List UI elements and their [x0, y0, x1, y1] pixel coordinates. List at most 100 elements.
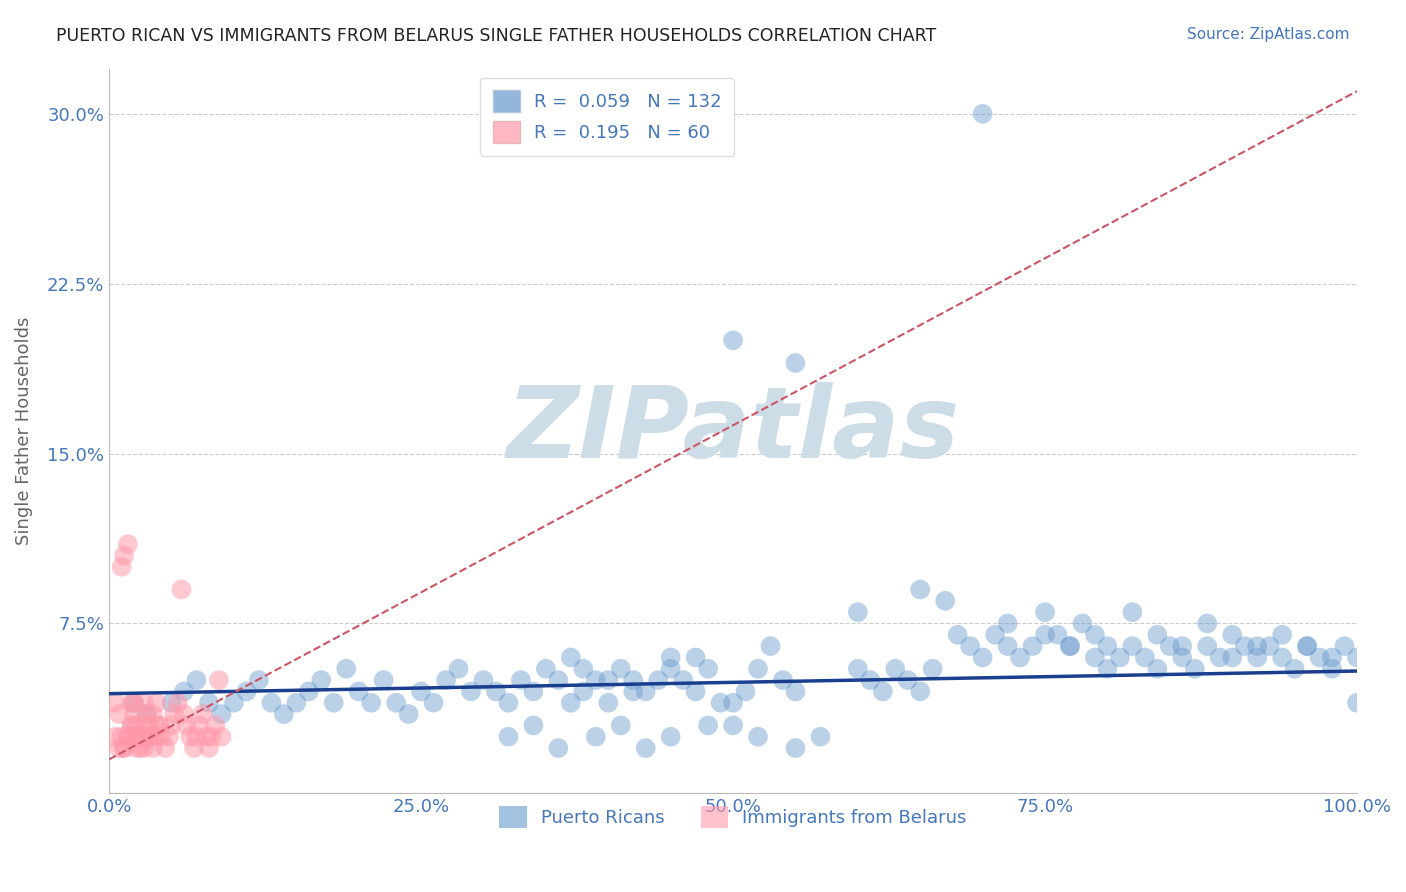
- Point: [1171, 639, 1194, 653]
- Point: [747, 730, 769, 744]
- Point: [659, 662, 682, 676]
- Point: [112, 741, 135, 756]
- Point: [145, 696, 167, 710]
- Point: [198, 741, 221, 756]
- Point: [1220, 650, 1243, 665]
- Point: [1033, 605, 1056, 619]
- Point: [621, 684, 644, 698]
- Point: [422, 696, 444, 710]
- Point: [110, 730, 132, 744]
- Point: [1146, 662, 1168, 676]
- Point: [1197, 639, 1219, 653]
- Point: [155, 741, 177, 756]
- Point: [132, 730, 155, 744]
- Point: [1171, 650, 1194, 665]
- Point: [598, 673, 620, 687]
- Point: [697, 718, 720, 732]
- Point: [247, 673, 270, 687]
- Point: [572, 684, 595, 698]
- Point: [191, 707, 214, 722]
- Point: [298, 684, 321, 698]
- Point: [1121, 639, 1143, 653]
- Point: [721, 334, 744, 348]
- Point: [108, 741, 131, 756]
- Point: [260, 696, 283, 710]
- Point: [347, 684, 370, 698]
- Point: [235, 684, 257, 698]
- Point: [997, 616, 1019, 631]
- Point: [1059, 639, 1081, 653]
- Point: [1320, 662, 1343, 676]
- Point: [166, 696, 188, 710]
- Point: [142, 707, 165, 722]
- Point: [1033, 628, 1056, 642]
- Point: [610, 662, 633, 676]
- Point: [485, 684, 508, 698]
- Point: [104, 730, 127, 744]
- Point: [460, 684, 482, 698]
- Point: [108, 707, 131, 722]
- Point: [309, 673, 332, 687]
- Point: [1346, 650, 1368, 665]
- Point: [447, 662, 470, 676]
- Point: [125, 741, 148, 756]
- Point: [621, 673, 644, 687]
- Point: [910, 582, 932, 597]
- Point: [897, 673, 920, 687]
- Point: [204, 718, 226, 732]
- Point: [373, 673, 395, 687]
- Point: [122, 730, 145, 744]
- Point: [129, 730, 152, 744]
- Point: [1246, 650, 1268, 665]
- Point: [598, 696, 620, 710]
- Point: [1197, 616, 1219, 631]
- Point: [335, 662, 357, 676]
- Point: [946, 628, 969, 642]
- Point: [934, 594, 956, 608]
- Point: [647, 673, 669, 687]
- Point: [585, 730, 607, 744]
- Point: [1258, 639, 1281, 653]
- Point: [610, 718, 633, 732]
- Point: [859, 673, 882, 687]
- Point: [112, 741, 135, 756]
- Point: [772, 673, 794, 687]
- Point: [173, 707, 195, 722]
- Point: [498, 730, 520, 744]
- Point: [1046, 628, 1069, 642]
- Point: [547, 741, 569, 756]
- Point: [135, 707, 157, 722]
- Point: [672, 673, 695, 687]
- Point: [148, 718, 170, 732]
- Point: [1084, 628, 1107, 642]
- Point: [1021, 639, 1043, 653]
- Point: [872, 684, 894, 698]
- Point: [1320, 650, 1343, 665]
- Point: [1097, 662, 1119, 676]
- Point: [209, 707, 232, 722]
- Point: [160, 718, 183, 732]
- Point: [810, 730, 832, 744]
- Point: [721, 718, 744, 732]
- Point: [183, 741, 205, 756]
- Point: [135, 718, 157, 732]
- Y-axis label: Single Father Households: Single Father Households: [15, 317, 32, 545]
- Point: [150, 730, 173, 744]
- Point: [157, 730, 180, 744]
- Point: [222, 696, 245, 710]
- Point: [122, 707, 145, 722]
- Point: [135, 730, 157, 744]
- Point: [560, 696, 582, 710]
- Point: [785, 356, 807, 370]
- Point: [1271, 628, 1294, 642]
- Point: [884, 662, 907, 676]
- Text: Source: ZipAtlas.com: Source: ZipAtlas.com: [1187, 27, 1350, 42]
- Point: [132, 741, 155, 756]
- Point: [112, 549, 135, 563]
- Point: [634, 741, 657, 756]
- Point: [1097, 639, 1119, 653]
- Point: [1071, 616, 1094, 631]
- Point: [1220, 628, 1243, 642]
- Point: [198, 696, 221, 710]
- Point: [997, 639, 1019, 653]
